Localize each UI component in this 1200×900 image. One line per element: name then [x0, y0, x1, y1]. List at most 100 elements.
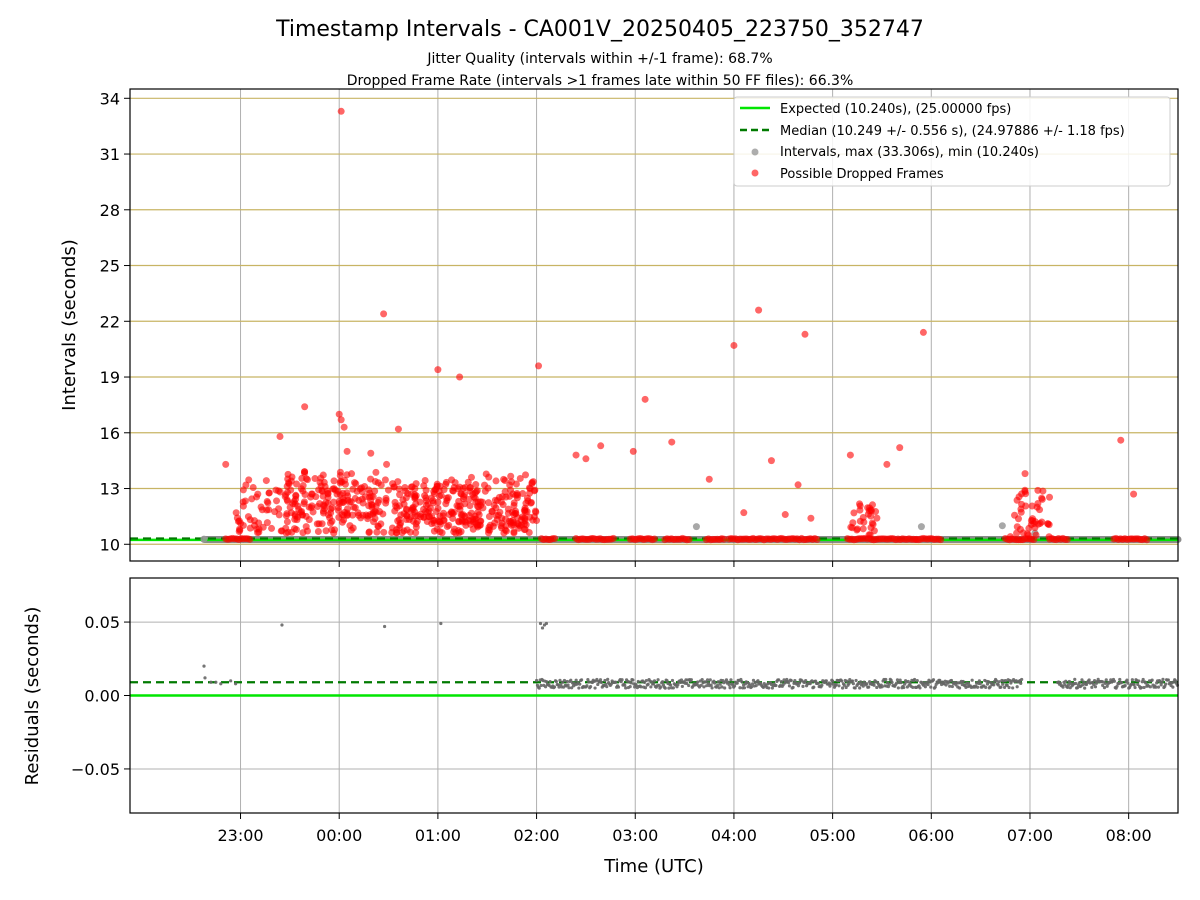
residual-point — [726, 680, 730, 684]
residuals-y-tick-label: 0.05 — [84, 613, 120, 632]
dropped-frame-point — [380, 310, 388, 318]
residual-point — [723, 686, 727, 690]
dropped-frame-point — [472, 481, 480, 489]
residual-point — [894, 681, 899, 685]
dropped-frame-point — [522, 471, 530, 479]
residual-point — [918, 686, 922, 690]
residual-point — [624, 686, 628, 690]
residual-point — [439, 621, 443, 626]
residual-point — [929, 685, 933, 689]
residual-point — [643, 686, 648, 690]
intervals-x-ticks — [240, 561, 1130, 567]
dropped-frame-point — [311, 475, 319, 483]
residual-point — [679, 678, 684, 682]
residual-point — [1064, 679, 1068, 683]
dropped-frame-point — [421, 492, 429, 500]
legend-intervals-swatch — [751, 148, 759, 156]
dropped-frame-point — [531, 486, 539, 494]
residual-point — [544, 680, 549, 684]
intervals-y-tick-label: 31 — [100, 145, 120, 164]
residual-point — [949, 678, 954, 683]
residual-point — [705, 684, 709, 688]
dropped-frame-point — [1045, 533, 1053, 541]
dropped-frame-point — [849, 519, 857, 527]
dropped-frame-point — [1017, 508, 1025, 516]
residual-point — [628, 685, 632, 689]
dropped-frame-point — [454, 485, 462, 493]
dropped-frame-point — [919, 328, 927, 336]
x-tick-label: 08:00 — [1106, 826, 1152, 845]
dropped-frame-point — [457, 528, 465, 536]
residual-point — [689, 678, 693, 682]
chart-subtitle-jitter: Jitter Quality (intervals within +/-1 fr… — [426, 51, 772, 67]
residual-point — [1125, 678, 1129, 682]
residual-point — [724, 678, 729, 682]
dropped-frame-point — [532, 508, 540, 516]
residual-point — [727, 683, 731, 687]
dropped-frame-point — [436, 482, 444, 490]
dropped-frame-point — [351, 479, 359, 487]
residual-point — [1058, 681, 1062, 685]
residual-point — [678, 680, 683, 685]
residual-point — [1083, 686, 1087, 690]
residuals-x-ticks: 23:00 00:00 01:00 02:00 03:00 04:00 05:00 06:00… — [217, 813, 1152, 845]
dropped-frame-point — [528, 480, 536, 488]
dropped-frame-point — [369, 510, 377, 518]
residual-point — [774, 683, 778, 688]
dropped-frame-point — [866, 504, 874, 512]
residual-point — [1015, 685, 1019, 689]
dropped-frame-point — [326, 519, 334, 527]
dropped-frame-point — [273, 497, 281, 505]
dropped-frame-point — [516, 474, 524, 482]
dropped-frame-point — [485, 473, 493, 481]
residual-point — [554, 679, 558, 684]
residual-point — [1020, 677, 1024, 682]
intervals-points — [200, 107, 1151, 544]
legend-median-label: Median (10.249 +/- 0.556 s), (24.97886 +… — [780, 124, 1125, 139]
dropped-frame-point — [318, 486, 326, 494]
dropped-frame-point — [338, 518, 346, 526]
dropped-frame-point — [317, 474, 325, 482]
x-tick-label: 03:00 — [612, 826, 658, 845]
dropped-frame-point — [430, 527, 438, 535]
dropped-frame-point — [253, 493, 261, 501]
dropped-frame-point — [367, 449, 375, 457]
residual-point — [858, 680, 863, 684]
residual-point — [566, 683, 570, 687]
dropped-frame-point — [263, 506, 271, 514]
dropped-frame-point — [1031, 518, 1039, 526]
residual-point — [997, 680, 1001, 684]
residual-point — [1019, 681, 1023, 685]
residual-point — [1118, 677, 1122, 682]
intervals-y-axis-label: Intervals (seconds) — [59, 239, 80, 411]
residuals-y-tick-label: 0.00 — [84, 687, 120, 706]
dropped-frame-point — [242, 481, 250, 489]
residual-point — [605, 685, 609, 689]
dropped-frame-point — [246, 535, 254, 543]
residual-point — [789, 678, 793, 683]
residual-point — [950, 684, 954, 689]
dropped-frame-point — [533, 517, 541, 525]
intervals-axes-frame — [129, 88, 1179, 562]
residual-point — [756, 679, 760, 683]
dropped-frame-point — [466, 483, 474, 491]
dropped-frame-point — [473, 487, 481, 495]
residual-point — [229, 679, 233, 683]
dropped-frame-point — [391, 498, 399, 506]
residual-point — [1067, 679, 1071, 684]
residual-point — [750, 685, 754, 689]
dropped-frame-point — [324, 511, 332, 519]
residual-point — [687, 683, 691, 688]
residual-point — [880, 685, 884, 689]
residual-point — [735, 681, 739, 685]
residual-point — [1003, 679, 1008, 683]
dropped-frame-point — [1013, 529, 1021, 537]
dropped-frame-point — [333, 490, 341, 498]
dropped-frame-point — [597, 442, 605, 450]
residual-point — [975, 685, 980, 689]
dropped-frame-point — [937, 536, 945, 544]
dropped-frame-point — [519, 490, 527, 498]
residual-point — [1066, 683, 1071, 687]
dropped-frame-point — [412, 492, 420, 500]
residual-point — [1075, 686, 1080, 690]
